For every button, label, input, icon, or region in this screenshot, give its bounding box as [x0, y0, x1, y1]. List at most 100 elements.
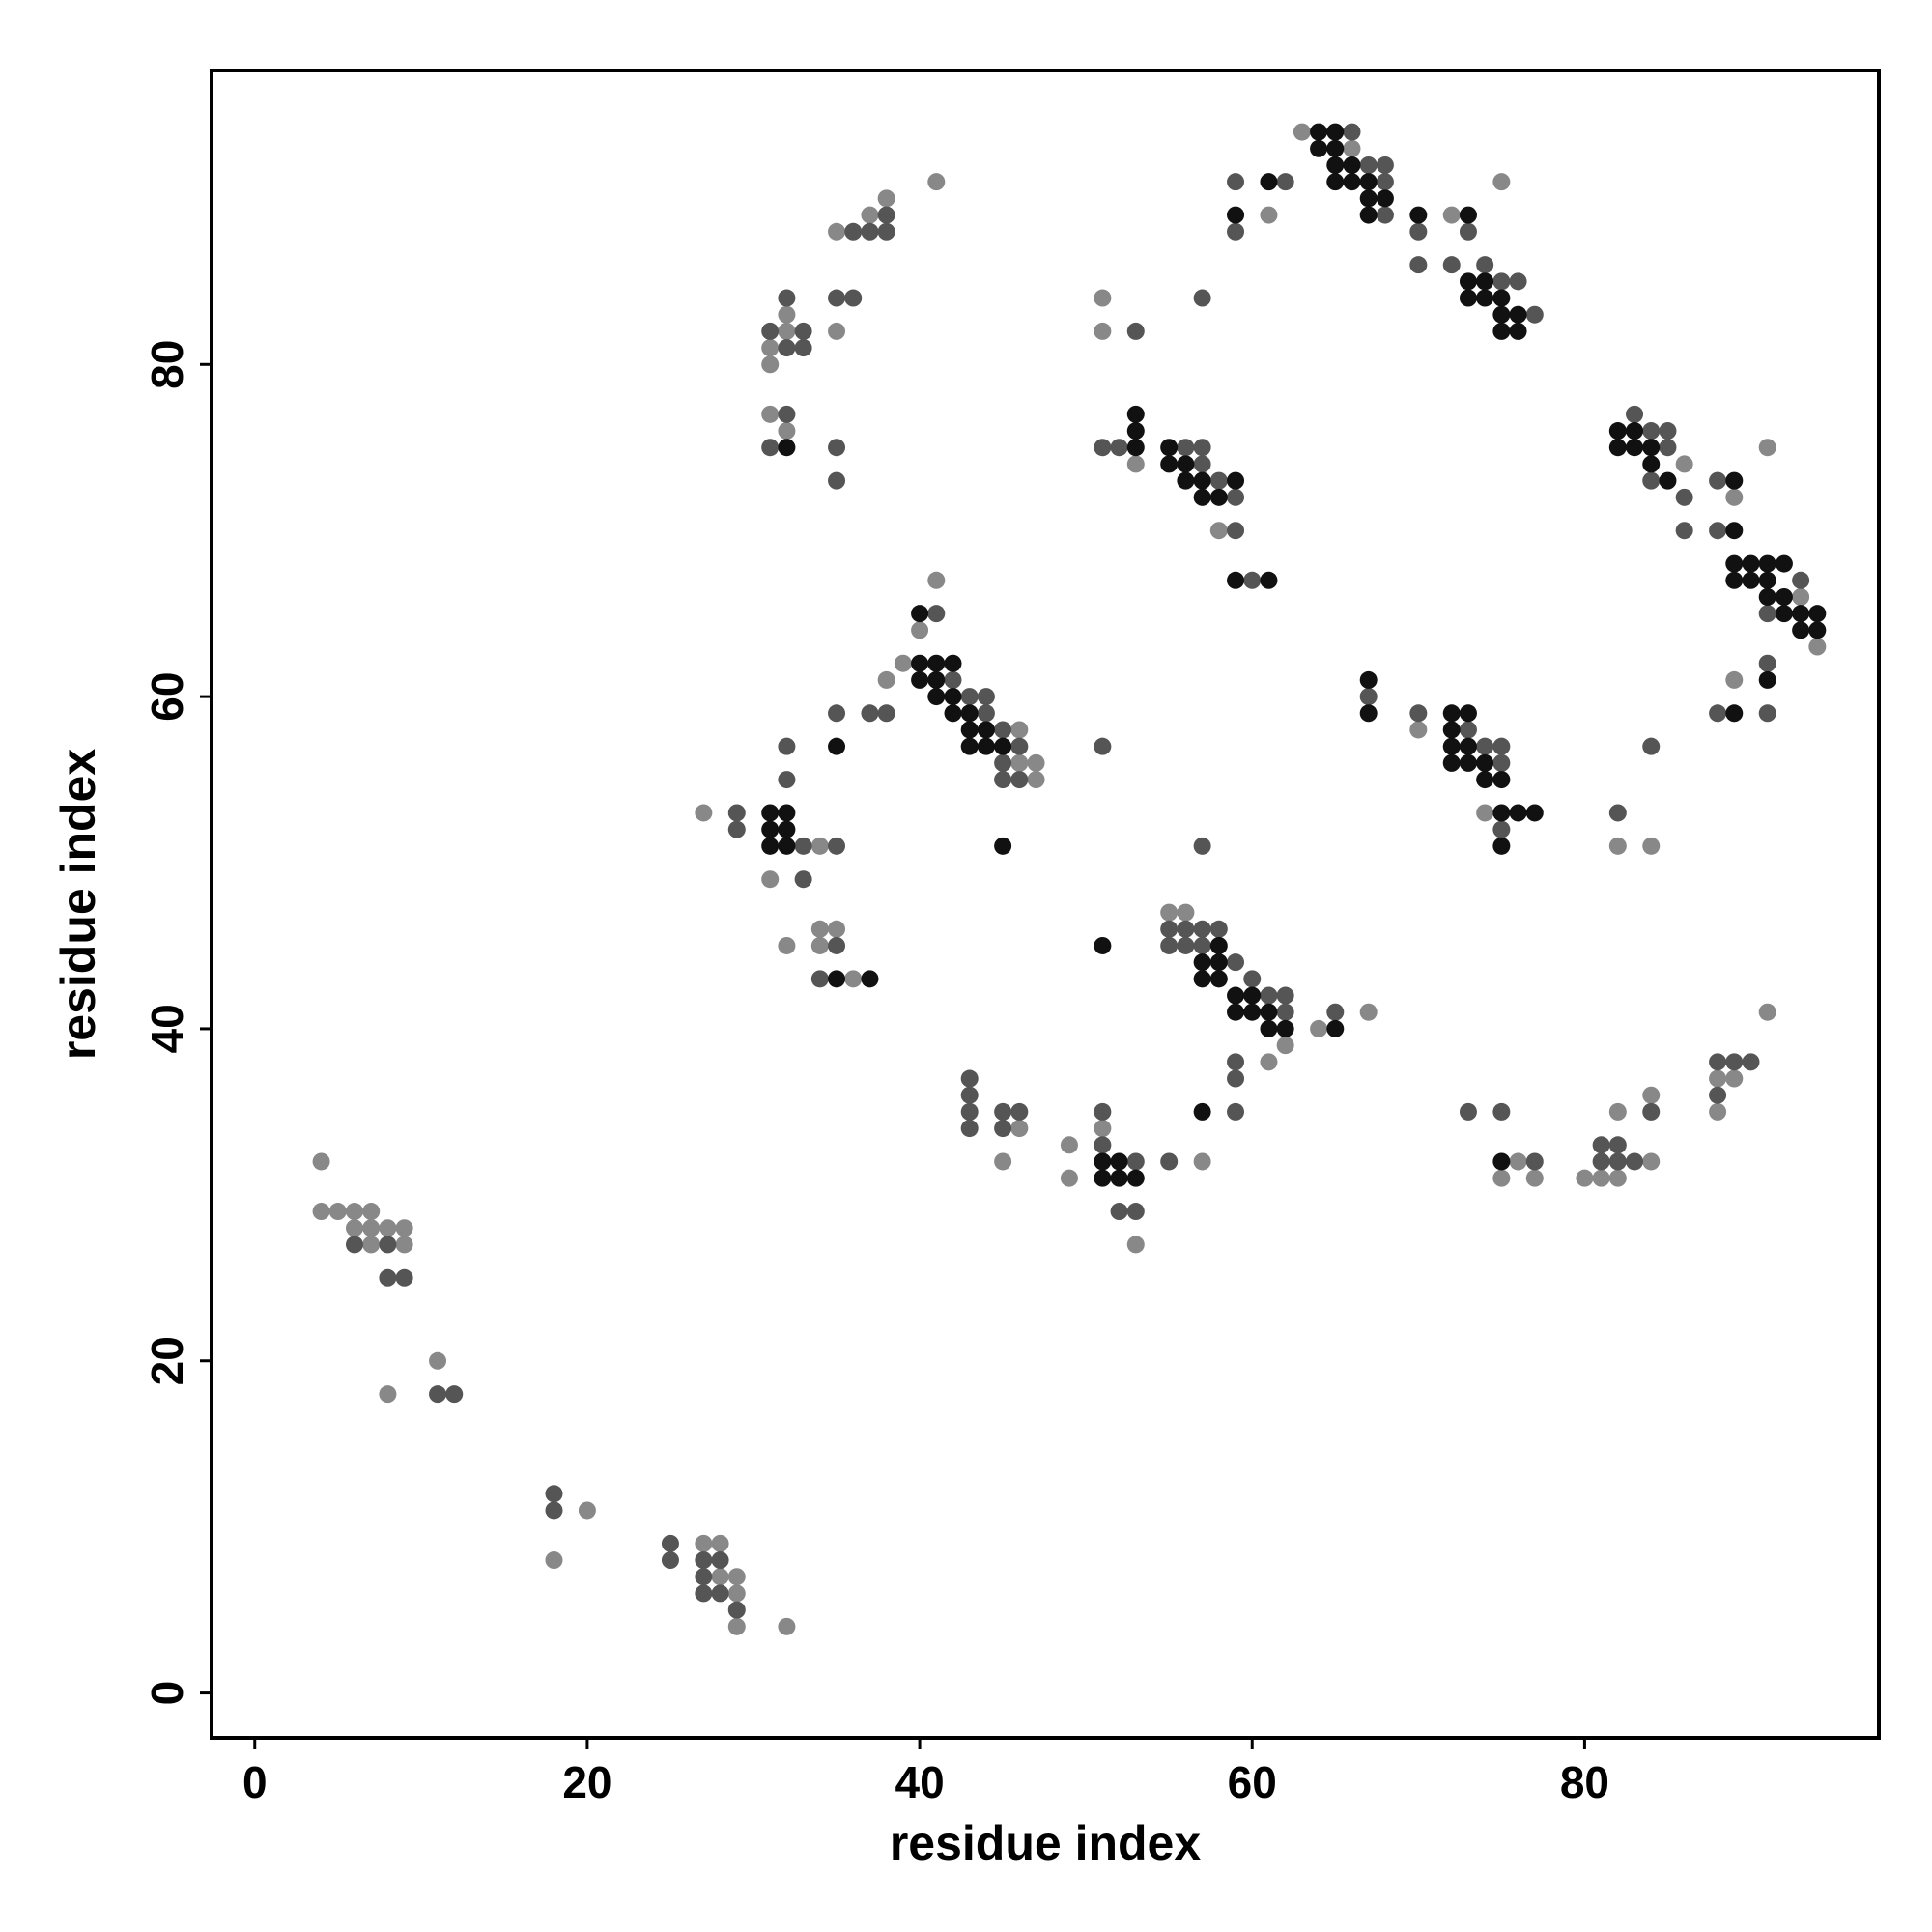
point	[1642, 737, 1661, 755]
point	[1642, 422, 1661, 440]
point	[1459, 1102, 1477, 1121]
point	[1359, 189, 1378, 208]
point	[1509, 322, 1527, 340]
point	[944, 688, 962, 706]
point	[1642, 439, 1661, 457]
point	[727, 804, 746, 822]
point	[1459, 206, 1477, 224]
point	[1808, 605, 1827, 623]
point	[960, 704, 979, 723]
point	[1227, 522, 1245, 540]
point	[1592, 1152, 1610, 1171]
point	[379, 1219, 397, 1237]
point	[1608, 1169, 1627, 1187]
point	[828, 289, 846, 307]
point	[1126, 1203, 1145, 1221]
point	[960, 737, 979, 755]
point	[778, 289, 796, 307]
point	[1227, 571, 1245, 589]
point	[1160, 1152, 1179, 1171]
point	[1725, 471, 1744, 490]
point	[1409, 206, 1428, 224]
point	[794, 322, 812, 340]
point	[1758, 1003, 1776, 1021]
point	[778, 422, 796, 440]
point	[1227, 1053, 1245, 1071]
point	[828, 704, 846, 723]
point	[1492, 837, 1511, 855]
point	[345, 1236, 363, 1254]
point	[1227, 1003, 1245, 1021]
point	[1725, 1053, 1744, 1071]
point	[1758, 654, 1776, 672]
point	[778, 820, 796, 838]
point	[1094, 1169, 1112, 1187]
point	[977, 721, 995, 739]
point	[761, 439, 780, 457]
point	[1160, 903, 1179, 922]
point	[1193, 1152, 1211, 1171]
point	[1193, 1102, 1211, 1121]
point	[695, 1568, 713, 1586]
point	[1709, 1102, 1727, 1121]
point	[1160, 936, 1179, 954]
point	[1642, 1102, 1661, 1121]
x-axis-label: residue index	[890, 1816, 1202, 1870]
point	[362, 1219, 381, 1237]
point	[960, 688, 979, 706]
point	[994, 1152, 1012, 1171]
point	[1010, 771, 1029, 789]
point	[778, 339, 796, 357]
point	[761, 405, 780, 423]
point	[877, 189, 895, 208]
point	[861, 222, 879, 241]
point	[1193, 953, 1211, 972]
point	[1476, 804, 1494, 822]
point	[1010, 1120, 1029, 1138]
x-tick-label: 20	[562, 1757, 611, 1807]
point	[1792, 621, 1810, 639]
point	[1227, 1069, 1245, 1088]
point	[994, 721, 1012, 739]
point	[661, 1534, 679, 1552]
point	[877, 704, 895, 723]
point	[1209, 953, 1228, 972]
point	[761, 804, 780, 822]
point	[1227, 206, 1245, 224]
point	[778, 837, 796, 855]
point	[1193, 936, 1211, 954]
point	[1492, 272, 1511, 291]
point	[1758, 704, 1776, 723]
point	[1343, 139, 1361, 157]
point	[711, 1584, 729, 1603]
point	[1409, 256, 1428, 274]
point	[1758, 554, 1776, 573]
point	[778, 322, 796, 340]
point	[1492, 305, 1511, 324]
point	[1492, 1169, 1511, 1187]
point	[1227, 986, 1245, 1005]
point	[877, 670, 895, 689]
point	[1642, 1086, 1661, 1104]
point	[1376, 173, 1394, 191]
point	[927, 654, 946, 672]
point	[1442, 704, 1461, 723]
point	[877, 206, 895, 224]
point	[1177, 936, 1195, 954]
point	[1094, 1136, 1112, 1154]
point	[1459, 753, 1477, 772]
point	[1193, 970, 1211, 988]
point	[844, 222, 863, 241]
point	[1642, 1152, 1661, 1171]
point	[1359, 1003, 1378, 1021]
point	[1476, 753, 1494, 772]
point	[727, 1601, 746, 1619]
point	[345, 1219, 363, 1237]
point	[960, 1102, 979, 1121]
point	[1675, 455, 1693, 473]
point	[1626, 1152, 1644, 1171]
point	[1227, 173, 1245, 191]
point	[911, 654, 929, 672]
point	[761, 837, 780, 855]
point	[1642, 455, 1661, 473]
